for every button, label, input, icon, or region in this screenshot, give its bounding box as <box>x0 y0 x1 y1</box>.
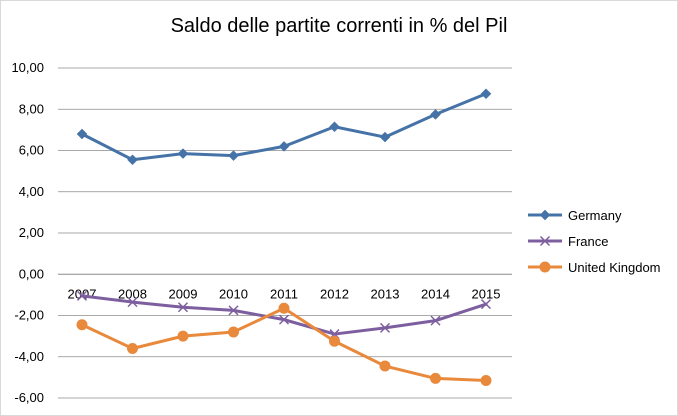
x-tick-label: 2007 <box>68 286 97 301</box>
legend-swatch-marker <box>539 209 551 221</box>
series-lines <box>76 88 492 386</box>
data-point-united-kingdom <box>127 343 138 354</box>
data-point-germany <box>329 121 340 133</box>
y-tick-label: 4,00 <box>19 184 44 199</box>
legend: Germany France United Kingdom <box>528 208 661 275</box>
data-point-france <box>379 322 391 333</box>
data-point-france <box>430 315 441 326</box>
x-tick-label: 2011 <box>270 286 298 301</box>
data-point-france <box>228 305 239 316</box>
y-tick-label: 2,00 <box>19 225 44 240</box>
data-point-france <box>177 302 189 313</box>
data-point-france-stroke <box>278 314 290 325</box>
data-point-united-kingdom <box>379 360 391 372</box>
data-point-germany <box>228 150 239 162</box>
legend-label: France <box>568 234 608 249</box>
data-point-france <box>480 299 492 310</box>
data-point-united-kingdom <box>228 326 239 338</box>
legend-swatch-marker <box>539 235 551 247</box>
x-tick-label: 2009 <box>169 286 198 301</box>
x-tick-label: 2008 <box>118 286 147 301</box>
legend-swatch-marker <box>539 261 551 273</box>
y-tick-label: -6,00 <box>14 390 44 405</box>
x-tick-label: 2012 <box>320 286 349 301</box>
series-united-kingdom <box>76 302 492 386</box>
data-point-germany <box>480 88 492 100</box>
data-point-france-stroke <box>127 297 138 308</box>
data-point-germany <box>430 109 441 120</box>
gridlines <box>58 67 512 399</box>
x-tick-label: 2013 <box>371 286 400 301</box>
y-tick-label: 10,00 <box>11 60 44 75</box>
data-point-united-kingdom <box>177 330 189 342</box>
x-tick-label: 2015 <box>472 286 501 301</box>
x-tick-label: 2014 <box>421 286 450 301</box>
legend-label: Germany <box>568 208 622 223</box>
data-point-united-kingdom <box>278 302 290 314</box>
x-tick-label: 2010 <box>219 286 248 301</box>
data-point-france <box>127 297 138 308</box>
data-point-france <box>278 314 290 325</box>
data-point-france-stroke <box>379 322 391 333</box>
chart-title: Saldo delle partite correnti in % del Pi… <box>171 15 508 37</box>
data-point-france <box>76 290 88 301</box>
legend-item-france: France <box>528 234 608 249</box>
data-point-france-stroke <box>430 315 441 326</box>
data-point-france-stroke <box>480 299 492 310</box>
data-point-france-stroke <box>177 302 189 313</box>
y-axis-tick-labels: 10,00 8,00 6,00 4,00 2,00 0,00 -2,00 -4,00 -6,00 <box>11 60 44 405</box>
data-point-germany <box>177 148 189 159</box>
data-point-germany <box>76 128 88 140</box>
series-line-france <box>80 294 488 336</box>
data-point-france-stroke <box>76 290 88 301</box>
series-germany <box>76 88 492 166</box>
data-point-united-kingdom <box>76 319 88 331</box>
data-point-united-kingdom <box>329 335 340 347</box>
data-point-germany <box>379 131 391 143</box>
y-tick-label: 8,00 <box>19 101 44 116</box>
series-france <box>76 290 492 340</box>
y-tick-label: 6,00 <box>19 143 44 158</box>
data-point-germany <box>278 141 290 152</box>
y-tick-label: -2,00 <box>14 308 44 323</box>
data-point-germany <box>127 154 138 166</box>
data-point-united-kingdom <box>480 374 492 386</box>
legend-item-united-kingdom: United Kingdom <box>528 260 661 275</box>
y-tick-label: 0,00 <box>19 266 44 281</box>
y-tick-label: -4,00 <box>14 349 44 364</box>
legend-swatch-marker-stroke <box>539 235 551 247</box>
legend-label: United Kingdom <box>568 260 661 275</box>
x-axis-tick-labels: 2007 2008 2009 2010 2011 2012 2013 2014 2015 <box>68 286 501 301</box>
data-point-united-kingdom <box>430 372 441 384</box>
legend-item-germany: Germany <box>528 208 622 223</box>
data-point-france-stroke <box>228 305 239 316</box>
